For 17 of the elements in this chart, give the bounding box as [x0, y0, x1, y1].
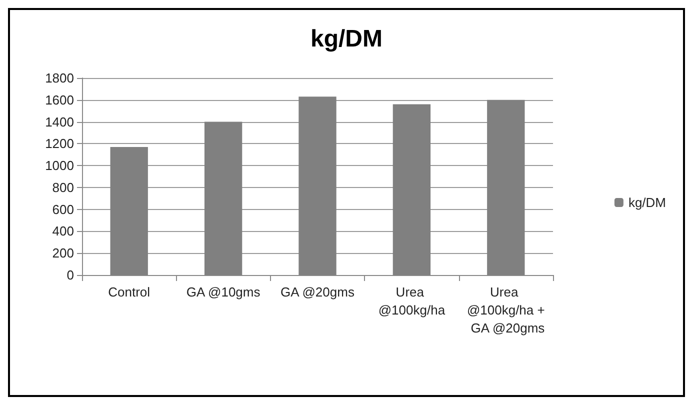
- y-tick-label: 1800: [45, 70, 74, 86]
- x-tick-label: Urea @100kg/ha + GA @20gms: [466, 284, 546, 336]
- y-tick-label: 1000: [45, 158, 74, 174]
- x-tick-label: GA @20gms: [280, 284, 355, 300]
- y-tick-label: 1400: [45, 114, 74, 130]
- y-tick-label: 1200: [45, 136, 74, 152]
- y-tick-label: 800: [52, 180, 74, 195]
- legend-label: kg/DM: [628, 195, 666, 210]
- x-tick-label: GA @10gms: [186, 284, 261, 300]
- y-tick-label: 600: [52, 202, 74, 217]
- y-tick-label: 400: [52, 224, 74, 239]
- y-tick-label: 200: [52, 246, 74, 261]
- y-tick-label: 0: [66, 268, 74, 282]
- x-tick-label: Control: [108, 284, 150, 300]
- y-tick-label: 1600: [45, 92, 74, 108]
- x-tick-label: Urea @100kg/ha: [378, 284, 446, 318]
- chart-title: kg/DM: [310, 26, 382, 52]
